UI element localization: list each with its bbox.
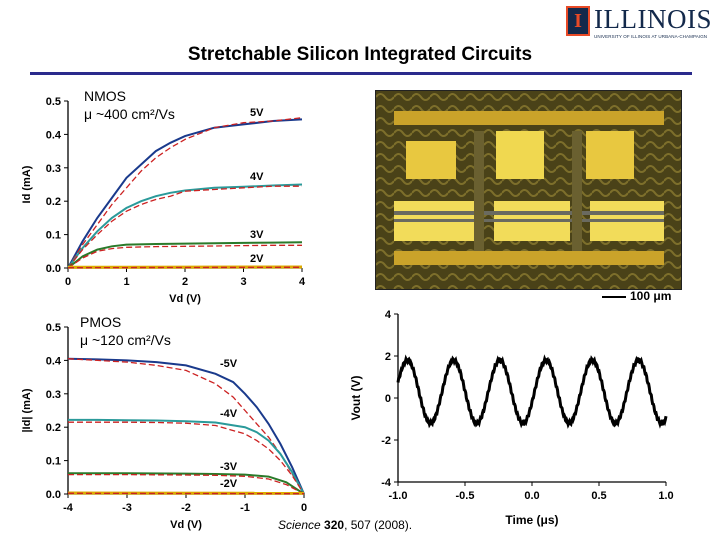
nmos-measured-5V — [67, 118, 303, 269]
vout-x-tick-label: -1.0 — [389, 490, 408, 502]
citation: Science 320, 507 (2008). — [278, 518, 412, 532]
nmos-x-tick-label: 4 — [299, 276, 306, 288]
pmos-y-tick-label: 0.5 — [46, 322, 61, 334]
pmos-y-tick-label: 0.3 — [46, 389, 61, 401]
nmos-model-3V — [67, 244, 302, 269]
vout-x-label: Time (μs) — [505, 513, 558, 527]
vout-waveform — [396, 354, 668, 429]
block-i-logo-icon: I — [566, 6, 590, 36]
citation-journal: Science — [278, 518, 321, 532]
circuit-micrograph — [375, 90, 682, 290]
vout-x-tick-label: 1.0 — [658, 490, 673, 502]
pmos-annotation-mobility: μ ~120 cm²/Vs — [80, 332, 171, 348]
pmos-measured--3V — [68, 472, 305, 495]
nmos-measured-3V — [67, 241, 303, 269]
university-logo: I ILLINOIS UNIVERSITY OF ILLINOIS AT URB… — [566, 4, 716, 40]
nmos-x-tick-label: 3 — [240, 276, 246, 288]
nmos-measured-4V — [67, 183, 303, 269]
vout-y-tick-label: -2 — [381, 435, 391, 447]
pmos-x-label: Vd (V) — [170, 519, 202, 531]
nmos-y-label: Id (mA) — [21, 165, 33, 203]
logo-wordmark: ILLINOIS — [594, 4, 712, 34]
nmos-y-tick-label: 0.3 — [46, 163, 61, 175]
pmos-y-label: |Id| (mA) — [21, 388, 33, 432]
micrograph-image — [376, 91, 681, 289]
pmos-x-tick-label: -1 — [240, 502, 250, 514]
pmos-x-tick-label: -4 — [63, 502, 74, 514]
nmos-y-tick-label: 0.2 — [46, 196, 61, 208]
vout-y-tick-label: 0 — [385, 393, 391, 405]
vout-y-tick-label: 2 — [385, 351, 391, 363]
nmos-chart: 0 1 2 3 4 0.0 0.1 0.2 0.3 0.4 0.5 5V 4V 3V 2V NMOS μ ~40… — [21, 86, 306, 305]
nmos-x-tick-label: 2 — [182, 276, 188, 288]
nmos-model-5V — [67, 117, 303, 269]
nmos-series-label: 2V — [250, 253, 264, 265]
pmos-series-label: -2V — [220, 478, 238, 490]
pmos-x-tick-label: -2 — [181, 502, 191, 514]
nmos-x-label: Vd (V) — [169, 293, 201, 305]
pmos-model--4V — [68, 421, 305, 495]
nmos-series-label: 3V — [250, 229, 264, 241]
pmos-measured--4V — [68, 418, 305, 495]
pmos-series-label: -5V — [220, 358, 238, 370]
pmos-measured--5V — [67, 357, 305, 495]
pmos-y-tick-label: 0.2 — [46, 422, 61, 434]
logo-subtitle: UNIVERSITY OF ILLINOIS AT URBANA-CHAMPAI… — [594, 34, 708, 39]
pmos-x-tick-label: 0 — [301, 502, 307, 514]
vout-x-tick-label: 0.0 — [524, 490, 539, 502]
pmos-y-tick-label: 0.4 — [46, 355, 62, 367]
slide-title: Stretchable Silicon Integrated Circuits — [187, 44, 533, 65]
nmos-y-tick-label: 0.4 — [46, 129, 62, 141]
nmos-annotation-mobility: μ ~400 cm²/Vs — [84, 106, 175, 122]
vout-y-tick-label: 4 — [385, 309, 392, 321]
pmos-x-tick-label: -3 — [122, 502, 132, 514]
nmos-series-label: 5V — [250, 107, 264, 119]
pmos-series-label: -4V — [220, 408, 238, 420]
nmos-series-label: 4V — [250, 171, 264, 183]
nmos-model-4V — [67, 185, 302, 269]
nmos-annotation-type: NMOS — [84, 88, 126, 104]
pmos-y-tick-label: 0.1 — [46, 456, 61, 468]
pmos-annotation-box — [76, 312, 200, 352]
nmos-y-tick-label: 0.1 — [46, 230, 61, 242]
citation-pages: , 507 (2008). — [344, 518, 413, 532]
nmos-x-tick-label: 0 — [65, 276, 71, 288]
title-divider — [30, 72, 692, 75]
pmos-series-label: -3V — [220, 461, 238, 473]
pmos-annotation-type: PMOS — [80, 314, 121, 330]
pmos-y-tick-label: 0.0 — [46, 489, 61, 501]
pmos-model--3V — [68, 473, 305, 495]
nmos-annotation-box — [78, 86, 198, 126]
vout-chart: -1.0 -0.5 0.0 0.5 1.0 -4 -2 0 2 4 Time (μs) Vout (V… — [349, 309, 674, 527]
citation-volume: 320 — [324, 518, 345, 532]
nmos-y-tick-label: 0.5 — [46, 96, 61, 108]
vout-x-tick-label: 0.5 — [591, 490, 606, 502]
nmos-y-tick-label: 0.0 — [46, 263, 61, 275]
scale-bar — [602, 296, 626, 298]
vout-x-tick-label: -0.5 — [456, 490, 475, 502]
pmos-chart: -4 -3 -2 -1 0 0.0 0.1 0.2 0.3 0.4 0.5 -5V -4V -3V -2V P… — [21, 312, 307, 531]
scale-bar-label: 100 μm — [630, 289, 672, 303]
vout-y-label: Vout (V) — [349, 375, 363, 420]
vout-y-tick-label: -4 — [381, 477, 392, 489]
nmos-x-tick-label: 1 — [123, 276, 129, 288]
